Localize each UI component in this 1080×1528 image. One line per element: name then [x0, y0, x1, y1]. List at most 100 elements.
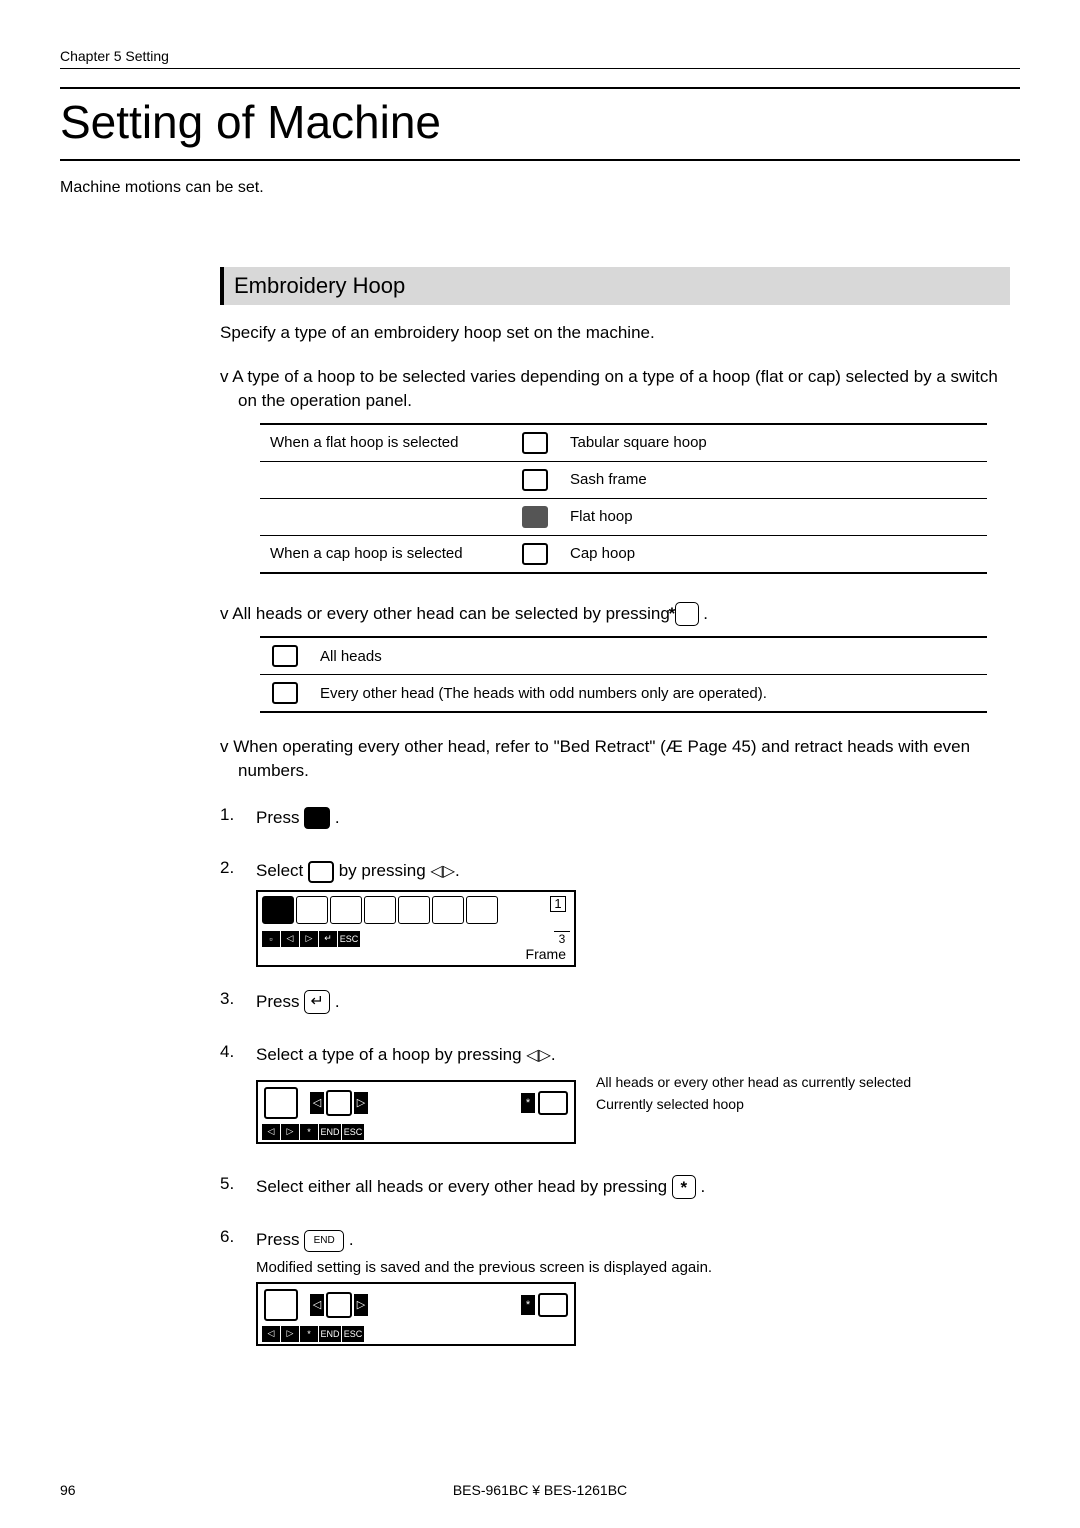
step-number: 1. — [220, 805, 256, 825]
step-1: 1. Press . — [220, 805, 1010, 837]
intro-text: Machine motions can be set. — [60, 179, 1020, 197]
key: ▷ — [281, 1124, 299, 1140]
key: ◁ — [262, 1124, 280, 1140]
bottom-keys: ▫ ◁ ▷ ↵ ESC — [262, 931, 360, 962]
step-text: . — [551, 1045, 556, 1064]
step-number: 3. — [220, 989, 256, 1009]
star-indicator-icon: * — [521, 1093, 535, 1113]
current-hoop-icon — [326, 1292, 352, 1318]
heads-label: Every other head (The heads with odd num… — [310, 675, 987, 713]
hoop-condition — [260, 498, 510, 535]
key: ▷ — [281, 1326, 299, 1342]
step-body: Select by pressing ◁▷. — [256, 858, 1010, 967]
sash-frame-icon — [510, 461, 560, 498]
all-heads-icon — [260, 637, 310, 675]
hoop-condition: When a flat hoop is selected — [260, 424, 510, 462]
chapter-header: Chapter 5 Setting — [60, 48, 1020, 69]
annotation-heads: All heads or every other head as current… — [596, 1074, 1010, 1090]
key: ↵ — [319, 931, 337, 947]
menu-icon-3 — [330, 896, 362, 924]
esc-key: ESC — [342, 1326, 364, 1342]
annotations: All heads or every other head as current… — [576, 1074, 1010, 1118]
right-arrow-icon: ▷ — [354, 1294, 368, 1316]
star-indicator-icon: * — [521, 1295, 535, 1315]
flat-hoop-icon — [510, 498, 560, 535]
step-number: 6. — [220, 1227, 256, 1247]
frame-label: Frame — [526, 946, 570, 962]
step-text: . — [335, 992, 340, 1011]
bullet-text: . — [703, 604, 708, 623]
step-body: Press . — [256, 805, 1010, 837]
hoop-condition — [260, 461, 510, 498]
step-text: . — [349, 1230, 354, 1249]
footer-model: BES-961BC ¥ BES-1261BC — [0, 1482, 1080, 1498]
table-row: Flat hoop — [260, 498, 987, 535]
content-area: Embroidery Hoop Specify a type of an emb… — [220, 267, 1010, 1346]
current-hoop-icon — [326, 1090, 352, 1116]
step-4: 4. Select a type of a hoop by pressing ◁… — [220, 1042, 1010, 1144]
left-arrow-icon: ◁ — [310, 1294, 324, 1316]
current-heads-icon — [538, 1293, 568, 1317]
step-3: 3. Press ↵ . — [220, 989, 1010, 1021]
step-number: 5. — [220, 1174, 256, 1194]
section-header: Embroidery Hoop — [220, 267, 1010, 305]
bullet-text: All heads or every other head can be sel… — [232, 604, 674, 623]
key: ◁ — [262, 1326, 280, 1342]
tabular-hoop-icon — [510, 424, 560, 462]
frame-icon — [308, 861, 334, 883]
hoop-select-display: ◁ ▷ * ◁ ▷ * — [256, 1080, 576, 1144]
table-row: When a flat hoop is selected Tabular squ… — [260, 424, 987, 462]
menu-icon-2 — [296, 896, 328, 924]
annotation-hoop: Currently selected hoop — [596, 1096, 1010, 1112]
key: ◁ — [281, 931, 299, 947]
bullet-bed-retract: When operating every other head, refer t… — [220, 735, 1010, 783]
step-body: Press ↵ . — [256, 989, 1010, 1021]
step-text: . — [335, 808, 340, 827]
counter-bottom: 3 — [554, 931, 570, 946]
heads-selector: * — [521, 1293, 568, 1317]
step-text: Press — [256, 1230, 304, 1249]
menu-icon-1 — [262, 896, 294, 924]
step-5: 5. Select either all heads or every othe… — [220, 1174, 1010, 1206]
esc-key: ESC — [338, 931, 360, 947]
step-text: Select either all heads or every other h… — [256, 1177, 672, 1196]
page-number: 96 — [60, 1482, 76, 1498]
table-row: All heads — [260, 637, 987, 675]
step-body: Press END . Modified setting is saved an… — [256, 1227, 1010, 1346]
right-arrow-icon: ▷ — [354, 1092, 368, 1114]
frame-mode-icon — [264, 1087, 298, 1119]
menu-icon-4 — [364, 896, 396, 924]
bullet-hoop-type: A type of a hoop to be selected varies d… — [220, 365, 1010, 413]
step-2: 2. Select by pressing ◁▷. — [220, 858, 1010, 967]
arrow-keys-icon: ◁▷ — [526, 1044, 551, 1068]
step-text: Press — [256, 808, 304, 827]
step-number: 2. — [220, 858, 256, 878]
menu-key-icon — [304, 807, 330, 829]
menu-icon-5 — [398, 896, 430, 924]
step-number: 4. — [220, 1042, 256, 1062]
step-text: by pressing — [339, 861, 426, 880]
heads-label: All heads — [310, 637, 987, 675]
end-key: END — [319, 1326, 341, 1342]
step-text: Select a type of a hoop by pressing — [256, 1045, 522, 1064]
step-text: . — [455, 861, 460, 880]
annotated-display: ◁ ▷ * ◁ ▷ * — [256, 1074, 1010, 1144]
step-body: Select a type of a hoop by pressing ◁▷. … — [256, 1042, 1010, 1144]
frame-mode-icon — [264, 1289, 298, 1321]
hoop-selector: ◁ ▷ — [310, 1292, 368, 1318]
star-key-icon: * — [672, 1175, 696, 1199]
hoop-condition: When a cap hoop is selected — [260, 535, 510, 573]
step-list: 1. Press . 2. Select by pressing ◁▷. — [220, 805, 1010, 1346]
key: ▷ — [300, 931, 318, 947]
key: ▫ — [262, 931, 280, 947]
hoop-selector: ◁ ▷ — [310, 1090, 368, 1116]
current-heads-icon — [538, 1091, 568, 1115]
page-footer: 96 BES-961BC ¥ BES-1261BC — [0, 1482, 1080, 1498]
step-note: Modified setting is saved and the previo… — [256, 1259, 1010, 1276]
menu-icon-7 — [466, 896, 498, 924]
key: * — [300, 1124, 318, 1140]
left-arrow-icon: ◁ — [310, 1092, 324, 1114]
hoop-type-table: When a flat hoop is selected Tabular squ… — [260, 423, 987, 574]
table-row: When a cap hoop is selected Cap hoop — [260, 535, 987, 573]
table-row: Sash frame — [260, 461, 987, 498]
